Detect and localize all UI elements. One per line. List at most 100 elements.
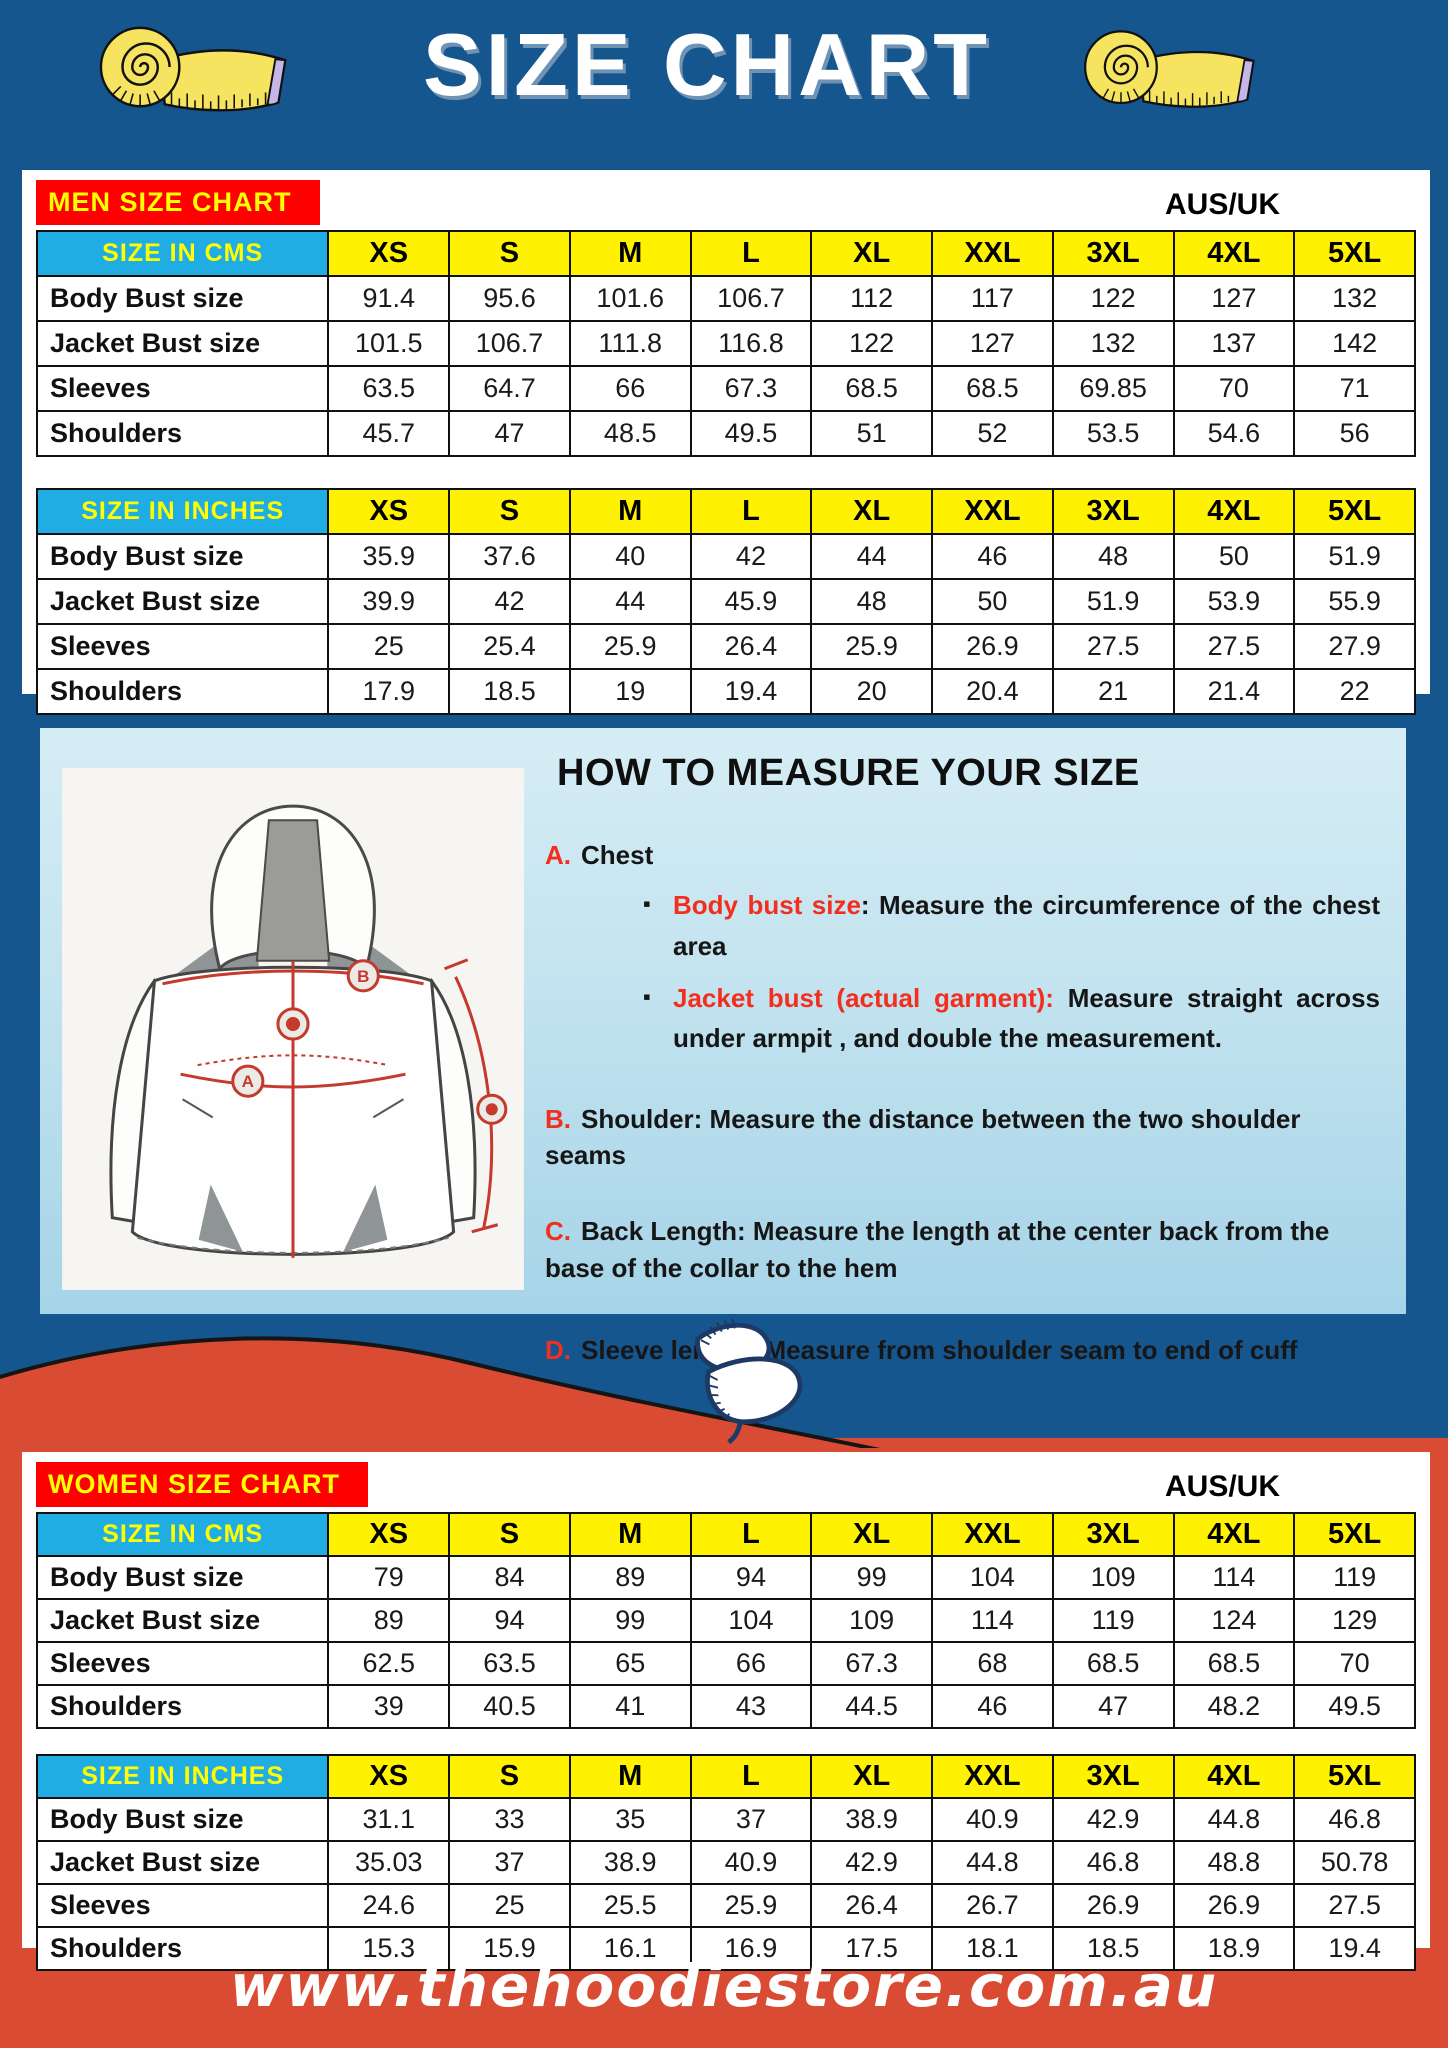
measurement-value-cell: 53.5 <box>1051 410 1175 457</box>
measurement-value-cell: 89 <box>327 1598 451 1643</box>
measurement-value-cell: 67.3 <box>810 1641 934 1686</box>
measurement-value-cell: 49.5 <box>1293 1684 1416 1729</box>
size-column-header: 4XL <box>1172 230 1296 277</box>
measurement-value-cell: 38.9 <box>810 1797 934 1842</box>
bullet-highlight: Body bust size <box>673 890 861 921</box>
measurement-row-label: Jacket Bust size <box>35 1840 330 1885</box>
men-cms-table: SIZE IN CMS XS S M L XL XXL 3XL 4XL 5XL Body Bust … <box>35 230 1416 457</box>
measurement-value-cell: 104 <box>689 1598 813 1643</box>
measurement-value-cell: 25.4 <box>448 623 571 670</box>
size-column-header: 5XL <box>1293 488 1416 535</box>
measurement-value-cell: 31.1 <box>327 1797 451 1842</box>
measurement-value-cell: 66 <box>689 1641 813 1686</box>
measurement-value-cell: 124 <box>1172 1598 1296 1643</box>
measurement-value-cell: 37 <box>448 1840 571 1885</box>
size-column-header: 3XL <box>1051 1512 1175 1557</box>
measurement-value-cell: 15.9 <box>448 1926 571 1971</box>
measurement-value-cell: 51.9 <box>1051 578 1175 625</box>
measurement-value-cell: 18.1 <box>931 1926 1054 1971</box>
measuring-tape-icon <box>648 1312 820 1446</box>
size-header-row: SIZE IN INCHES XS S M L XL XXL 3XL 4XL 5XL <box>35 1754 1416 1799</box>
size-column-header: L <box>689 488 813 535</box>
measurement-value-cell: 51 <box>810 410 934 457</box>
measurement-value-cell: 48 <box>810 578 934 625</box>
measurement-value-cell: 19.4 <box>689 668 813 715</box>
measurement-row: Jacket Bust size 39.9 42 44 45.9 48 50 51.9 53.9… <box>35 578 1416 625</box>
measurement-value-cell: 44.5 <box>810 1684 934 1729</box>
measurement-value-cell: 37.6 <box>448 533 571 580</box>
measurement-value-cell: 89 <box>568 1555 692 1600</box>
measurement-value-cell: 129 <box>1293 1598 1416 1643</box>
measurement-value-cell: 18.9 <box>1172 1926 1296 1971</box>
measurement-value-cell: 45.7 <box>327 410 451 457</box>
measurement-value-cell: 95.6 <box>448 275 571 322</box>
measurement-value-cell: 18.5 <box>448 668 571 715</box>
measurement-value-cell: 114 <box>1172 1555 1296 1600</box>
measurement-value-cell: 16.1 <box>568 1926 692 1971</box>
measurement-value-cell: 37 <box>689 1797 813 1842</box>
measurement-value-cell: 91.4 <box>327 275 451 322</box>
measurement-value-cell: 68 <box>931 1641 1054 1686</box>
size-column-header: 4XL <box>1172 1754 1296 1799</box>
measurement-row-label: Sleeves <box>35 365 330 412</box>
measurement-value-cell: 40 <box>568 533 692 580</box>
measurement-row-label: Sleeves <box>35 623 330 670</box>
measurement-value-cell: 63.5 <box>448 1641 571 1686</box>
measurement-value-cell: 39.9 <box>327 578 451 625</box>
size-column-header: M <box>568 230 692 277</box>
measurement-value-cell: 106.7 <box>448 320 571 367</box>
step-letter-d: D. <box>545 1335 571 1366</box>
men-size-chart-panel: MEN SIZE CHART AUS/UK SIZE IN CMS XS S M L XL… <box>22 170 1430 715</box>
measurement-value-cell: 68.5 <box>1172 1641 1296 1686</box>
men-inches-table: SIZE IN INCHES XS S M L XL XXL 3XL 4XL 5XL Body Bu… <box>35 488 1416 715</box>
measurement-row: Body Bust size 91.4 95.6 101.6 106.7 112 117 12… <box>35 275 1416 322</box>
measurement-value-cell: 127 <box>931 320 1054 367</box>
how-to-measure-panel: B A HOW TO MEASURE YOUR SIZE A. Chest Bod… <box>40 728 1406 1365</box>
measure-step-c: C. Back Length: Measure the length at the… <box>545 1213 1380 1286</box>
measurement-row-label: Sleeves <box>35 1641 330 1686</box>
size-column-header: S <box>448 230 571 277</box>
measurement-value-cell: 43 <box>689 1684 813 1729</box>
site-footer: www.thehoodiestore.com.au <box>0 1952 1448 2048</box>
measurement-value-cell: 46.8 <box>1293 1797 1416 1842</box>
measurement-value-cell: 67.3 <box>689 365 813 412</box>
measurement-value-cell: 42 <box>448 578 571 625</box>
measure-step-b: B. Shoulder: Measure the distance between… <box>545 1101 1380 1174</box>
measurement-value-cell: 51.9 <box>1293 533 1416 580</box>
measurement-value-cell: 99 <box>810 1555 934 1600</box>
measurement-value-cell: 26.9 <box>1051 1883 1175 1928</box>
size-column-header: 3XL <box>1051 1754 1175 1799</box>
measurement-value-cell: 25.5 <box>568 1883 692 1928</box>
measurement-value-cell: 48.5 <box>568 410 692 457</box>
measurement-value-cell: 25.9 <box>810 623 934 670</box>
measurement-row: Jacket Bust size 35.03 37 38.9 40.9 42.9 44.8 4… <box>35 1840 1416 1885</box>
women-size-chart-panel: WOMEN SIZE CHART AUS/UK SIZE IN CMS XS S M L… <box>22 1452 1430 1971</box>
region-label: AUS/UK <box>1164 1470 1280 1503</box>
title-band: SIZE CHART <box>0 0 1448 132</box>
size-header-row: SIZE IN CMS XS S M L XL XXL 3XL 4XL 5XL <box>35 230 1416 277</box>
measurement-row: Body Bust size 35.9 37.6 40 42 44 46 48 50 51.9 <box>35 533 1416 580</box>
measurement-value-cell: 79 <box>327 1555 451 1600</box>
measurement-row: Sleeves 25 25.4 25.9 26.4 25.9 26.9 27.5 27.5 27.… <box>35 623 1416 670</box>
measurement-value-cell: 48.2 <box>1172 1684 1296 1729</box>
size-column-header: 4XL <box>1172 488 1296 535</box>
measurement-value-cell: 116.8 <box>689 320 813 367</box>
unit-header-cell: SIZE IN CMS <box>35 1512 330 1557</box>
measurement-value-cell: 44 <box>568 578 692 625</box>
size-column-header: L <box>689 1754 813 1799</box>
measurement-value-cell: 122 <box>1051 275 1175 322</box>
measurement-value-cell: 111.8 <box>568 320 692 367</box>
measurement-value-cell: 44.8 <box>1172 1797 1296 1842</box>
measurement-value-cell: 42 <box>689 533 813 580</box>
size-column-header: S <box>448 1754 571 1799</box>
size-column-header: XXL <box>931 230 1054 277</box>
measurement-value-cell: 42.9 <box>1051 1797 1175 1842</box>
size-header-row: SIZE IN INCHES XS S M L XL XXL 3XL 4XL 5XL <box>35 488 1416 535</box>
size-column-header: XL <box>810 488 934 535</box>
wave-divider <box>0 1336 881 1448</box>
size-column-header: 3XL <box>1051 488 1175 535</box>
size-column-header: 3XL <box>1051 230 1175 277</box>
measurement-value-cell: 35.9 <box>327 533 451 580</box>
bullet-highlight: Jacket bust (actual garment): <box>673 982 1054 1013</box>
measurement-value-cell: 26.4 <box>689 623 813 670</box>
